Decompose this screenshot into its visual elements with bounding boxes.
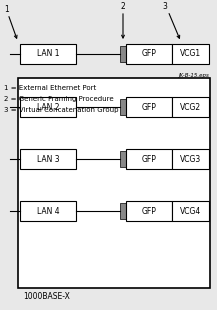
Bar <box>20 97 76 117</box>
Text: GFP: GFP <box>141 103 156 112</box>
Text: VCG4: VCG4 <box>180 206 201 215</box>
Text: 2 = Generic Framing Procedure: 2 = Generic Framing Procedure <box>4 96 114 102</box>
Bar <box>18 78 210 288</box>
Bar <box>172 149 209 169</box>
Text: 3 = Virtual Concatenation Group: 3 = Virtual Concatenation Group <box>4 107 118 113</box>
Text: 1000BASE-X: 1000BASE-X <box>23 292 70 301</box>
Bar <box>126 97 172 117</box>
Bar <box>20 201 76 221</box>
Bar <box>120 203 126 219</box>
Bar <box>20 44 76 64</box>
Bar <box>120 46 126 62</box>
Text: LAN 1: LAN 1 <box>37 50 59 59</box>
Text: LAN 3: LAN 3 <box>37 154 59 163</box>
Text: 1: 1 <box>4 5 9 14</box>
Bar <box>20 149 76 169</box>
Bar <box>172 44 209 64</box>
Text: 3: 3 <box>163 2 168 11</box>
Text: LAN 2: LAN 2 <box>37 103 59 112</box>
Text: GFP: GFP <box>141 50 156 59</box>
Bar <box>126 149 172 169</box>
Bar <box>172 97 209 117</box>
Text: VCG3: VCG3 <box>180 154 201 163</box>
Text: 2: 2 <box>121 2 125 11</box>
Text: 1 = External Ethernet Port: 1 = External Ethernet Port <box>4 85 96 91</box>
Text: GFP: GFP <box>141 206 156 215</box>
Text: GFP: GFP <box>141 154 156 163</box>
Bar <box>172 201 209 221</box>
Text: VCG2: VCG2 <box>180 103 201 112</box>
Bar <box>120 100 126 115</box>
Bar <box>126 201 172 221</box>
Bar <box>120 151 126 166</box>
Text: VCG1: VCG1 <box>180 50 201 59</box>
Text: JK-B-15.eps: JK-B-15.eps <box>179 73 210 78</box>
Text: LAN 4: LAN 4 <box>37 206 59 215</box>
Bar <box>126 44 172 64</box>
